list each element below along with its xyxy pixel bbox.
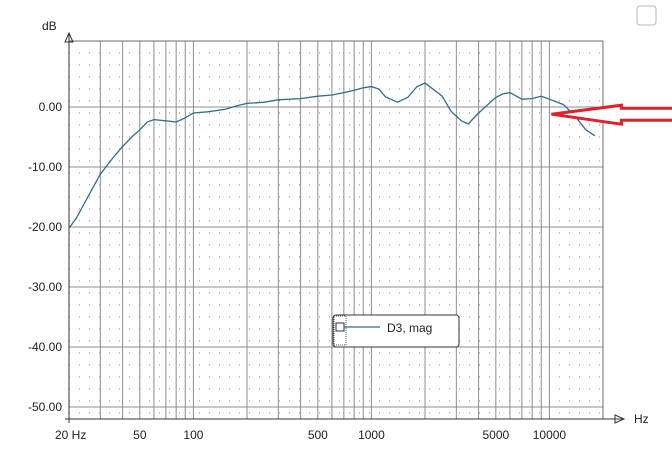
checkbox-icon[interactable] (636, 5, 657, 26)
x-tick-label: 1000 (358, 428, 385, 442)
annotation-arrow-icon (551, 103, 672, 126)
x-tick-label: 100 (183, 428, 203, 442)
legend-box[interactable] (332, 314, 460, 348)
x-axis-arrow-icon (614, 414, 626, 424)
x-tick-label: 20 Hz (55, 428, 86, 442)
plot-frame (68, 40, 604, 420)
axes (64, 31, 626, 424)
x-tick-label: 500 (308, 428, 328, 442)
y-tick-label: -30.00 (28, 280, 62, 294)
y-tick-label: -40.00 (28, 340, 62, 354)
y-tick-label: -10.00 (28, 160, 62, 174)
x-tick-label: 10000 (533, 428, 567, 442)
series-line-d3-mag (68, 82, 596, 229)
x-tick-label: 50 (133, 428, 147, 442)
major-grid (68, 41, 604, 419)
legend-marker-icon (335, 322, 345, 332)
legend-entry-label: D3, mag (387, 321, 432, 335)
y-tick-labels: 0.00 -10.00 -20.00 -30.00 -40.00 -50.00 (28, 100, 62, 414)
x-axis-unit-label: Hz (634, 412, 649, 426)
legend[interactable]: D3, mag (332, 314, 460, 348)
y-axis-arrow-icon (64, 31, 74, 43)
x-tick-labels: 20 Hz 50 100 500 1000 5000 10000 (55, 428, 566, 442)
x-tick-label: 5000 (482, 428, 509, 442)
y-axis-unit-label: dB (42, 19, 57, 33)
y-tick-label: -50.00 (28, 400, 62, 414)
legend-marker-outline (333, 315, 347, 346)
y-tick-label: 0.00 (39, 100, 63, 114)
y-tick-label: -20.00 (28, 220, 62, 234)
